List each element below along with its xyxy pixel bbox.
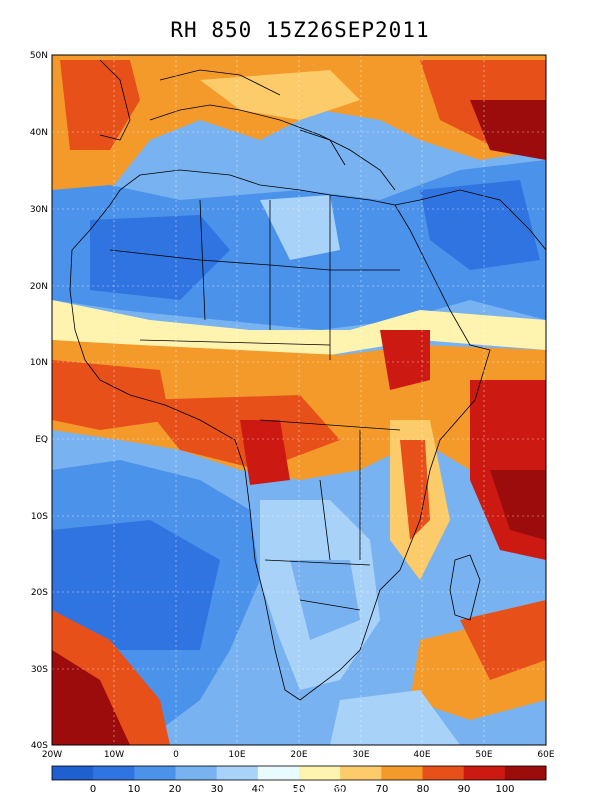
lon-label: 0 <box>173 750 179 760</box>
lon-label: 20E <box>290 750 307 760</box>
colorbar-swatch <box>257 766 300 780</box>
colorbar <box>51 765 547 781</box>
lon-label: 60E <box>537 750 554 760</box>
lat-label: 20N <box>30 282 48 292</box>
lon-label: 30E <box>352 750 369 760</box>
colorbar-swatch <box>340 766 382 780</box>
lat-label: 50N <box>30 51 48 61</box>
lon-label: 10W <box>104 750 124 760</box>
colorbar-label: 20 <box>169 784 182 795</box>
colorbar-swatch <box>216 766 259 780</box>
colorbar-label: 0 <box>90 784 96 795</box>
lon-axis-labels: 20W 10W 0 10E 20E 30E 40E 50E 60E <box>42 750 555 760</box>
lat-label: 10S <box>31 512 48 522</box>
plot-frame <box>51 54 547 746</box>
lat-label: 30N <box>30 205 48 215</box>
colorbar-label: 60 <box>334 784 347 795</box>
colorbar-frame <box>51 765 547 781</box>
graticule <box>52 55 546 745</box>
watermark: albran.com <box>255 781 344 800</box>
colorbar-label: 80 <box>417 784 430 795</box>
lat-label: EQ <box>35 435 48 445</box>
lat-label: 10N <box>30 358 48 368</box>
lat-label: 30S <box>31 665 48 675</box>
lat-axis-labels: 50N 40N 30N 20N 10N EQ 10S 20S 30S 40S <box>30 51 48 751</box>
colorbar-label: 70 <box>376 784 389 795</box>
lon-label: 50E <box>475 750 492 760</box>
colorbar-swatch <box>175 766 218 780</box>
colorbar-label: 90 <box>458 784 471 795</box>
lon-label: 20W <box>42 750 62 760</box>
colorbar-swatch <box>134 766 176 780</box>
map-title: RH 850 15Z26SEP2011 <box>170 18 430 42</box>
colorbar-label: 30 <box>211 784 224 795</box>
colorbar-swatch <box>299 766 341 780</box>
lat-label: 20S <box>31 588 48 598</box>
colorbar-swatch <box>504 766 547 780</box>
colorbar-label: 100 <box>495 784 514 795</box>
colorbar-label: 40 <box>252 784 265 795</box>
colorbar-label: 10 <box>128 784 141 795</box>
lat-label: 40N <box>30 128 48 138</box>
lon-label: 10E <box>228 750 245 760</box>
colorbar-labels: 0 10 20 30 40 50 60 70 80 90 100 <box>90 784 515 795</box>
colorbar-swatch <box>93 766 135 780</box>
coastlines <box>69 59 546 701</box>
colorbar-swatch <box>52 766 94 780</box>
colorbar-swatch <box>463 766 506 780</box>
colorbar-swatch <box>422 766 465 780</box>
colorbar-label: 50 <box>293 784 306 795</box>
lon-label: 40E <box>413 750 430 760</box>
colorbar-swatch <box>381 766 423 780</box>
lat-label: 40S <box>31 741 48 751</box>
